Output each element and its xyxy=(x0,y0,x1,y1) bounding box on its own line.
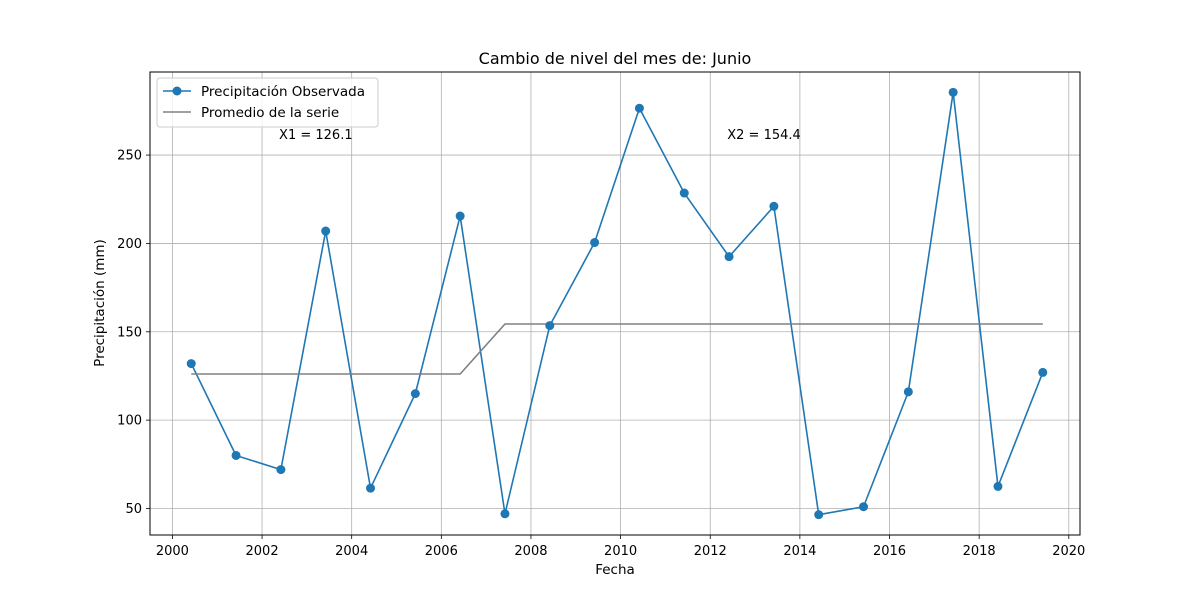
x-tick-label: 2006 xyxy=(425,544,458,559)
observed-data-point xyxy=(186,359,196,369)
observed-data-point xyxy=(1038,367,1048,377)
legend-label-observed: Precipitación Observada xyxy=(201,84,365,100)
observed-data-point xyxy=(903,387,913,397)
annotation-mean-1: X1 = 126.1 xyxy=(279,128,353,143)
x-tick-label: 2012 xyxy=(694,544,727,559)
chart-title: Cambio de nivel del mes de: Junio xyxy=(479,49,752,68)
observed-data-point xyxy=(724,252,734,262)
series-layer xyxy=(186,87,1048,520)
observed-data-point xyxy=(948,87,958,97)
observed-data-point xyxy=(500,509,510,519)
y-tick-label: 150 xyxy=(117,325,142,340)
legend-marker-observed xyxy=(172,86,182,96)
plot-frame xyxy=(149,71,1081,536)
x-tick-label: 2014 xyxy=(783,544,816,559)
observed-data-point xyxy=(231,450,241,460)
x-axis-label: Fecha xyxy=(595,562,635,578)
x-tick-label: 2004 xyxy=(335,544,368,559)
observed-data-point xyxy=(545,321,555,331)
y-axis-ticks: 50 100 150 200 250 xyxy=(117,149,150,517)
observed-data-point xyxy=(366,483,376,493)
legend: Precipitación Observada Promedio de la s… xyxy=(156,77,379,128)
legend-label-mean: Promedio de la serie xyxy=(201,105,339,121)
observed-precipitation-line xyxy=(190,91,1044,516)
annotations: X1 = 126.1 X2 = 154.4 xyxy=(279,128,801,143)
annotation-mean-2: X2 = 154.4 xyxy=(727,128,801,143)
y-tick-label: 250 xyxy=(117,149,142,164)
observed-data-point xyxy=(814,510,824,520)
observed-data-point xyxy=(859,502,869,512)
legend-box xyxy=(156,77,379,128)
grid-lines xyxy=(150,72,1080,535)
x-axis-ticks: 2000 2002 2004 2006 2008 2010 2012 2014 2016 2018… xyxy=(156,535,1085,559)
observed-data-point xyxy=(590,238,600,248)
series-mean-line xyxy=(191,323,1043,375)
x-tick-label: 2000 xyxy=(156,544,189,559)
x-tick-label: 2020 xyxy=(1052,544,1085,559)
x-tick-label: 2008 xyxy=(514,544,547,559)
observed-data-point xyxy=(769,201,779,211)
plot-area xyxy=(150,72,1080,535)
x-tick-label: 2002 xyxy=(246,544,279,559)
x-tick-label: 2010 xyxy=(604,544,637,559)
observed-data-point xyxy=(993,481,1003,491)
observed-data-point xyxy=(276,465,286,475)
y-axis-label: Precipitación (mm) xyxy=(92,239,108,367)
observed-data-point xyxy=(634,103,644,113)
observed-data-point xyxy=(455,211,465,221)
y-tick-label: 100 xyxy=(117,414,142,429)
x-tick-label: 2018 xyxy=(963,544,996,559)
observed-data-point xyxy=(321,226,331,236)
y-tick-label: 200 xyxy=(117,237,142,252)
observed-data-point xyxy=(410,389,420,399)
y-tick-label: 50 xyxy=(125,502,142,517)
observed-data-point xyxy=(679,188,689,198)
x-tick-label: 2016 xyxy=(873,544,906,559)
